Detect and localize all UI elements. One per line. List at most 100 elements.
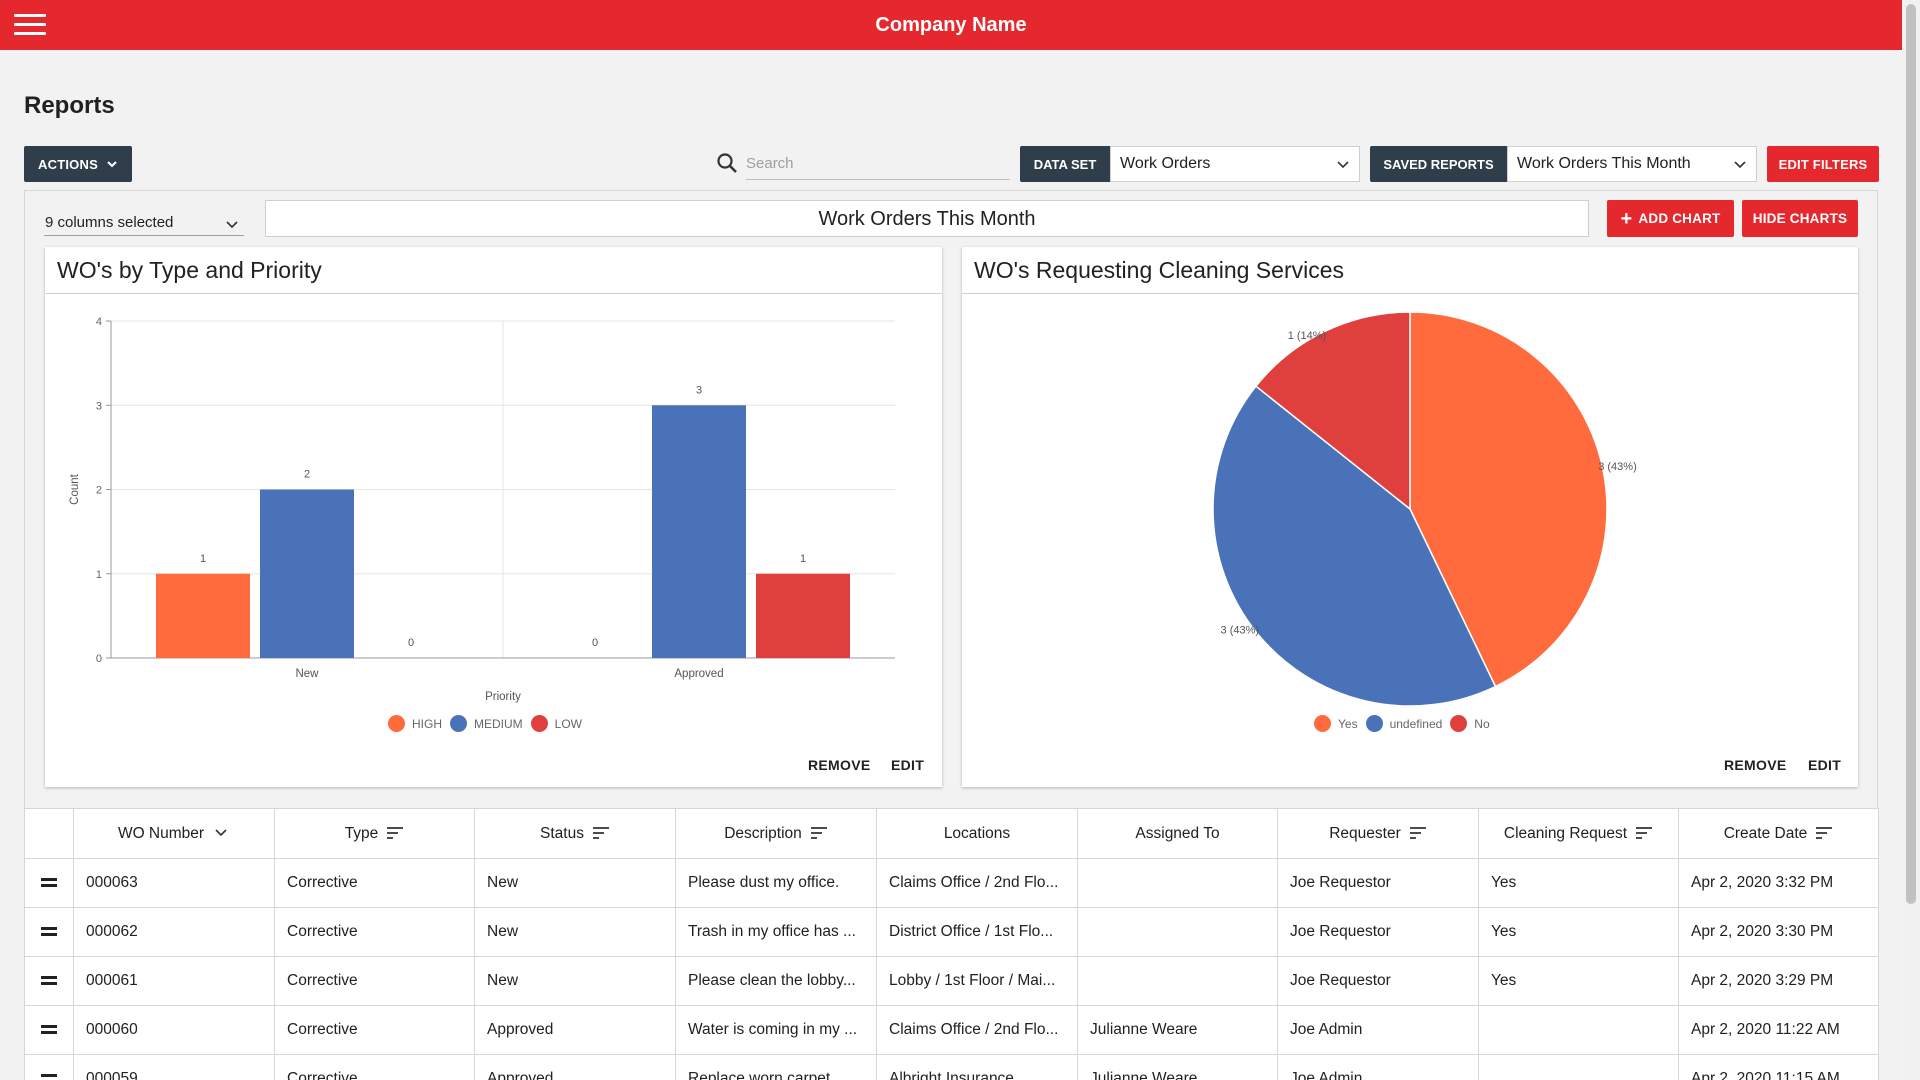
pie-slice-yes[interactable] — [1409, 311, 1608, 688]
table-cell: Apr 2, 2020 11:15 AM — [1678, 1054, 1879, 1080]
table-cell: Corrective — [274, 956, 475, 1006]
drag-handle[interactable] — [24, 956, 74, 1006]
legend-item[interactable]: No — [1450, 715, 1490, 732]
column-header[interactable]: Cleaning Request — [1478, 808, 1679, 859]
bar-medium[interactable] — [652, 405, 746, 658]
actions-button[interactable]: ACTIONS — [24, 146, 132, 182]
bar-chart-title: WO's by Type and Priority — [57, 257, 322, 283]
table-cell: Joe Admin — [1277, 1054, 1479, 1080]
sort-icon[interactable] — [1409, 826, 1427, 840]
bar-medium[interactable] — [260, 489, 354, 659]
chevron-down-icon — [1337, 161, 1349, 169]
legend-item[interactable]: MEDIUM — [450, 715, 523, 732]
search-input[interactable] — [746, 148, 1010, 180]
table-cell: Yes — [1478, 858, 1679, 908]
legend-label: HIGH — [412, 716, 442, 731]
x-axis-label: Priority — [485, 691, 521, 703]
table-body: 000063 Corrective New Please dust my office… — [24, 858, 1879, 1080]
pie-slice-label: 3 (43%) — [1598, 461, 1637, 473]
column-header[interactable]: Type — [274, 808, 475, 859]
column-header[interactable]: Status — [474, 808, 676, 859]
legend-item[interactable]: undefined — [1365, 715, 1442, 732]
actions-button-label: ACTIONS — [38, 156, 98, 172]
table-row[interactable]: 000062 Corrective New Trash in my office ha… — [24, 907, 1879, 957]
drag-handle[interactable] — [24, 907, 74, 957]
edit-chart-button[interactable]: EDIT — [891, 757, 925, 773]
bar-chart: 0 1 2 3 4 1 2 0 New 0 3 1 Approved Priority Count — [69, 316, 895, 703]
drag-handle-icon[interactable] — [41, 976, 57, 986]
table-row[interactable]: 000059 Corrective Approved Replace worn car… — [24, 1054, 1879, 1080]
column-header[interactable]: Create Date — [1678, 808, 1879, 859]
app-header: Company Name — [0, 0, 1902, 50]
edit-filters-button[interactable]: EDIT FILTERS — [1767, 146, 1879, 182]
drag-handle[interactable] — [24, 858, 74, 908]
table-row[interactable]: 000061 Corrective New Please clean the lobb… — [24, 956, 1879, 1006]
saved-reports-select[interactable]: Work Orders This Month — [1507, 146, 1757, 182]
scrollbar-thumb[interactable] — [1906, 4, 1916, 904]
table-cell: Albright Insurance — [876, 1054, 1078, 1080]
drag-handle-icon[interactable] — [41, 1025, 57, 1035]
table-cell: Yes — [1478, 956, 1679, 1006]
table-cell: Claims Office / 2nd Flo... — [876, 858, 1078, 908]
page-scrollbar[interactable] — [1902, 0, 1920, 1080]
table-cell: Joe Requestor — [1277, 956, 1479, 1006]
table-cell: 000061 — [73, 956, 275, 1006]
sort-icon[interactable] — [592, 826, 610, 840]
report-name-field[interactable]: Work Orders This Month — [265, 200, 1589, 237]
column-header[interactable]: Assigned To — [1077, 808, 1278, 859]
table-cell — [1478, 1054, 1679, 1080]
pie-slice-label: 3 (43%) — [1221, 624, 1260, 636]
pie-slice-no[interactable] — [1254, 311, 1411, 511]
legend-item[interactable]: LOW — [530, 715, 583, 732]
drag-handle-icon[interactable] — [41, 1074, 57, 1080]
column-header[interactable]: Requester — [1277, 808, 1479, 859]
table-cell: 000062 — [73, 907, 275, 957]
table-cell: Replace worn carpet — [675, 1054, 877, 1080]
hide-charts-button[interactable]: HIDE CHARTS — [1742, 200, 1858, 237]
bar-low[interactable] — [756, 573, 850, 658]
drag-handle[interactable] — [24, 1005, 74, 1055]
sort-icon[interactable] — [386, 826, 404, 840]
bar-value-label: 0 — [592, 637, 598, 649]
table-cell: District Office / 1st Flo... — [876, 907, 1078, 957]
legend-swatch — [450, 715, 467, 732]
sort-icon[interactable] — [810, 826, 828, 840]
table-cell: Apr 2, 2020 11:22 AM — [1678, 1005, 1879, 1055]
data-set-select[interactable]: Work Orders — [1110, 146, 1360, 182]
drag-handle[interactable] — [24, 1054, 74, 1080]
drag-handle-icon[interactable] — [41, 927, 57, 937]
pie-chart-legend: Yes undefined No — [1314, 715, 1498, 732]
menu-icon[interactable] — [14, 14, 46, 36]
y-axis-label: Count — [69, 473, 81, 504]
column-header[interactable]: WO Number — [73, 808, 275, 859]
bar-high[interactable] — [156, 573, 250, 658]
sort-icon[interactable] — [1815, 826, 1833, 840]
column-header-label: Description — [724, 824, 802, 842]
legend-item[interactable]: HIGH — [388, 715, 442, 732]
columns-select[interactable]: 9 columns selected — [44, 208, 244, 236]
bar-value-label: 1 — [800, 553, 806, 565]
pie-chart: 3 (43%) 3 (43%) 1 (14%) — [1212, 311, 1637, 707]
report-table: WO Number Type Status Description Locations A… — [24, 808, 1879, 1080]
table-cell: Approved — [474, 1054, 676, 1080]
legend-item[interactable]: Yes — [1314, 715, 1358, 732]
column-header[interactable]: Locations — [876, 808, 1078, 859]
column-header[interactable]: Description — [675, 808, 877, 859]
table-row[interactable]: 000063 Corrective New Please dust my office… — [24, 858, 1879, 908]
remove-chart-button[interactable]: REMOVE — [808, 757, 871, 773]
edit-chart-button[interactable]: EDIT — [1808, 757, 1842, 773]
legend-label: LOW — [554, 716, 583, 731]
sort-icon[interactable] — [1635, 826, 1653, 840]
table-cell: Please clean the lobby... — [675, 956, 877, 1006]
remove-chart-button[interactable]: REMOVE — [1724, 757, 1787, 773]
drag-handle-icon[interactable] — [41, 878, 57, 888]
pie-slice-undefined[interactable] — [1212, 385, 1497, 707]
add-chart-button[interactable]: + ADD CHART — [1607, 200, 1734, 237]
pie-slice-label: 1 (14%) — [1288, 330, 1327, 342]
legend-swatch — [388, 715, 405, 732]
chevron-down-icon — [215, 829, 227, 837]
x-tick-label: Approved — [674, 668, 723, 680]
table-row[interactable]: 000060 Corrective Approved Water is coming … — [24, 1005, 1879, 1055]
table-cell: Corrective — [274, 858, 475, 908]
legend-label: Yes — [1338, 716, 1358, 731]
